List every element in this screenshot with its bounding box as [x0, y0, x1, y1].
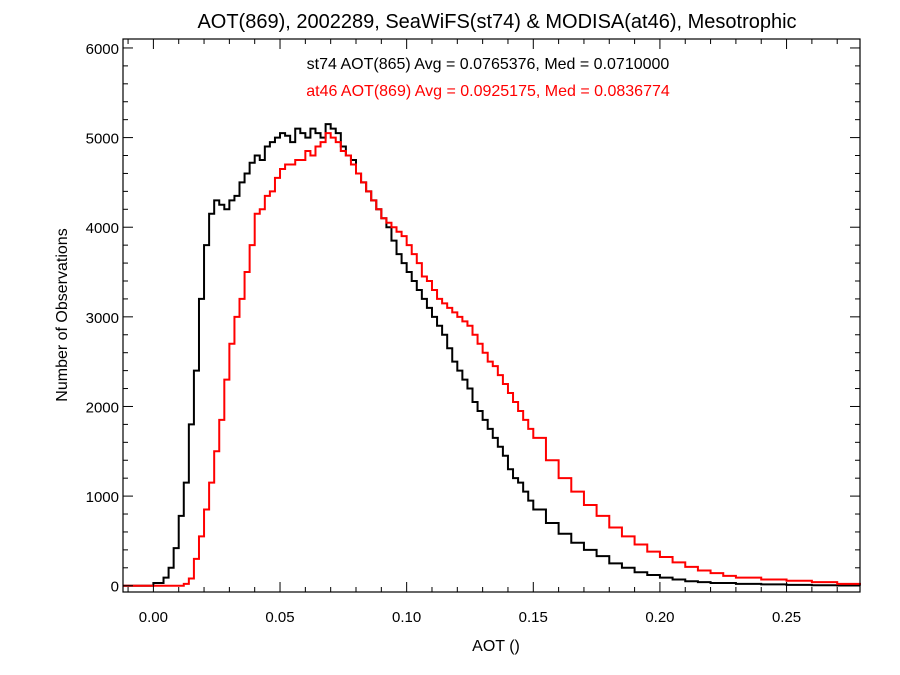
y-tick-label: 2000 [86, 399, 119, 416]
y-tick-label: 0 [111, 579, 119, 596]
series-layer [123, 123, 861, 587]
y-tick-label: 4000 [86, 220, 119, 237]
series-at46-line [123, 132, 861, 587]
plot-frame [122, 38, 861, 593]
y-axis-label: Number of Observations [54, 228, 71, 401]
x-tick-label: 0.00 [139, 609, 168, 626]
x-axis-ticks: 0.00 0.05 0.10 0.15 0.20 0.25 [127, 39, 838, 626]
series-st74-line [123, 123, 861, 587]
y-tick-label: 6000 [86, 41, 119, 58]
y-tick-label: 5000 [86, 131, 119, 148]
x-tick-label: 0.10 [392, 609, 421, 626]
legend-entry-st74: st74 AOT(865) Avg = 0.0765376, Med = 0.0… [307, 56, 670, 73]
y-tick-label: 1000 [86, 489, 119, 506]
x-tick-label: 0.25 [772, 609, 801, 626]
legend-entry-at46: at46 AOT(869) Avg = 0.0925175, Med = 0.0… [306, 83, 670, 100]
x-axis-label: AOT () [472, 638, 520, 655]
x-tick-label: 0.05 [265, 609, 294, 626]
x-tick-label: 0.15 [519, 609, 548, 626]
x-tick-label: 0.20 [645, 609, 674, 626]
chart-title: AOT(869), 2002289, SeaWiFS(st74) & MODIS… [197, 11, 796, 33]
y-axis-ticks: 0 1000 2000 3000 4000 5000 6000 [86, 41, 860, 596]
y-tick-label: 3000 [86, 310, 119, 327]
